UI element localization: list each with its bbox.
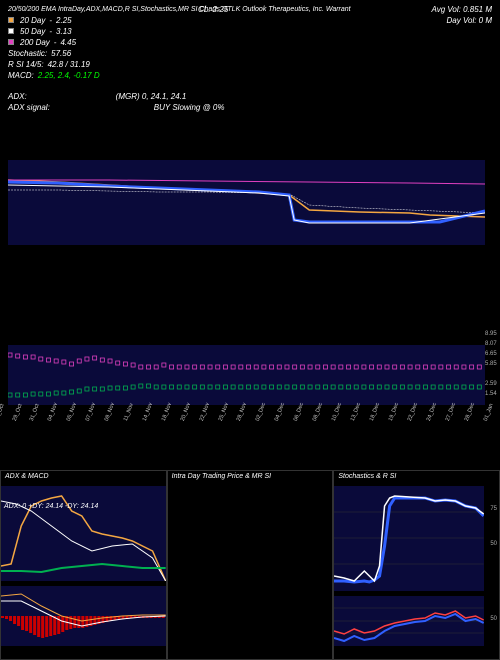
date-axis: 28_Oct29_Oct31_Oct04_Nov05_Nov07_Nov09_N… [8, 410, 485, 440]
ema20-value: 2.25 [56, 15, 72, 26]
rsi-label: R SI 14/5: [8, 59, 44, 70]
stochastics-panel: Stochastics & R SI 75 50 50 [333, 470, 500, 660]
indicator-squares-chart [8, 345, 485, 405]
chart-title: 20/50/200 EMA IntraDay,ADX,MACD,R SI,Sto… [8, 4, 351, 15]
ema50-label: 50 Day [20, 26, 45, 37]
stochastic-value: 57.56 [51, 48, 71, 59]
ema200-color [8, 39, 14, 45]
ema50-value: 3.13 [56, 26, 72, 37]
main-price-chart [8, 160, 485, 245]
adx-value: (MGR) 0, 24.1, 24.1 [116, 91, 187, 102]
day-vol: Day Vol: 0 M [447, 15, 493, 26]
scale-50b: 50 [490, 616, 497, 622]
scale-75: 75 [490, 506, 497, 512]
adx-values: ADX: 0 +DY: 24.14 -DY: 24.14 [4, 503, 98, 510]
macd-label: MACD: [8, 70, 34, 81]
avg-vol: Avg Vol: 0.851 M [432, 4, 492, 15]
ema200-label: 200 Day [20, 37, 50, 48]
ema20-label: 20 Day [20, 15, 45, 26]
macd-value: 2.25, 2.4, -0.17 D [38, 70, 100, 81]
intraday-panel: Intra Day Trading Price & MR SI [167, 470, 334, 660]
scale-50: 50 [490, 541, 497, 547]
stochastics-title: Stochastics & R SI [338, 473, 396, 480]
ema200-value: 4.45 [60, 37, 76, 48]
close-label: CL: 2.25 [198, 4, 228, 15]
adx-signal-value: BUY Slowing @ 0% [154, 102, 225, 113]
header-info: 20/50/200 EMA IntraDay,ADX,MACD,R SI,Sto… [8, 4, 492, 113]
adx-signal-label: ADX signal: [8, 102, 50, 113]
intraday-title: Intra Day Trading Price & MR SI [172, 473, 271, 480]
ema50-color [8, 28, 14, 34]
adx-label: ADX: [8, 91, 27, 102]
rsi-value: 42.8 / 31.19 [48, 59, 90, 70]
adx-macd-title: ADX & MACD [5, 473, 49, 480]
adx-macd-panel: ADX & MACD ADX: 0 +DY: 24.14 -DY: 24.14 [0, 470, 167, 660]
price-scale: 8.958.076.655.852.591.54 [485, 330, 500, 400]
stochastic-label: Stochastic: [8, 48, 47, 59]
ema20-color [8, 17, 14, 23]
